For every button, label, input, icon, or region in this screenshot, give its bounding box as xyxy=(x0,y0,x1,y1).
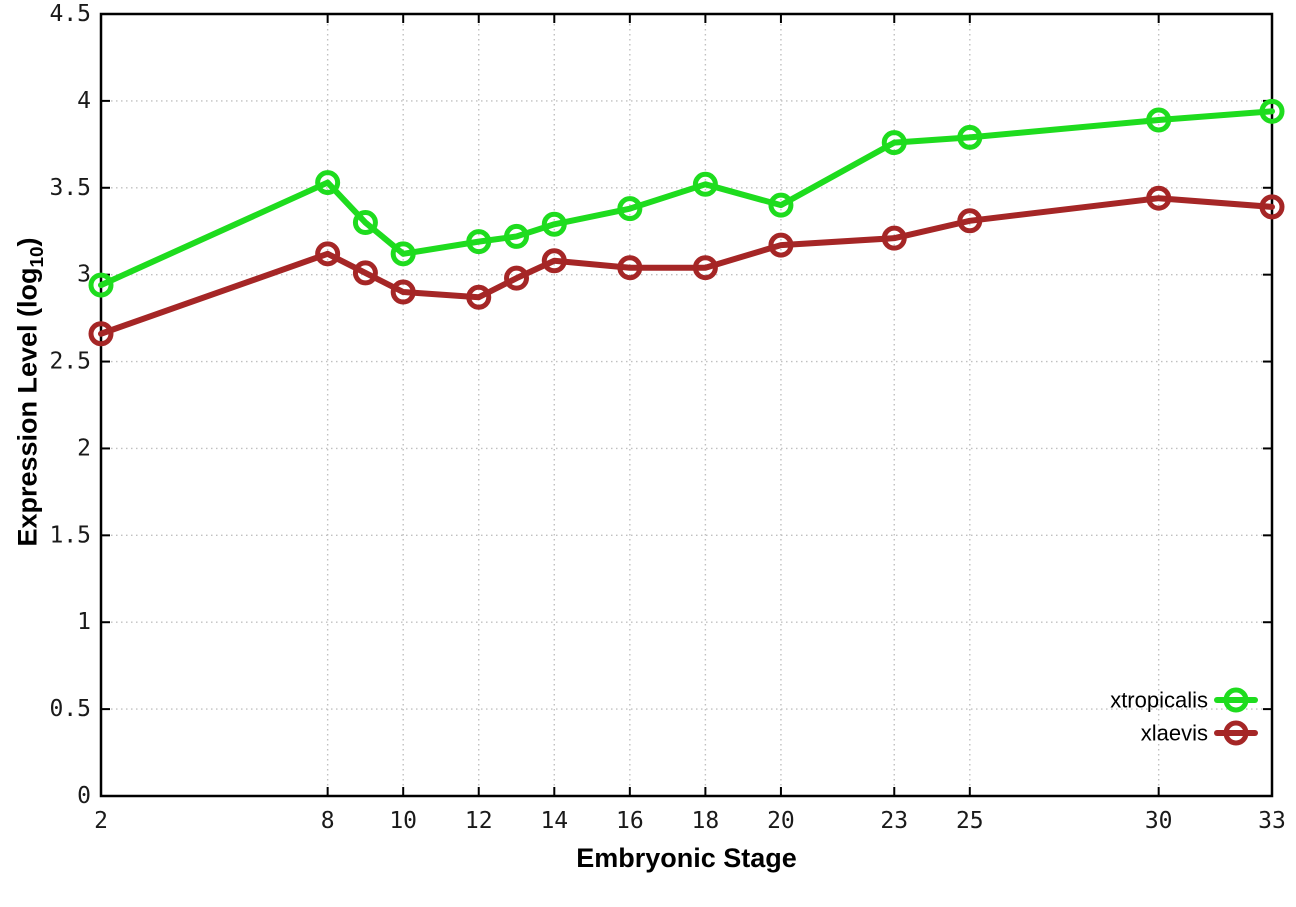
x-tick-label-30: 30 xyxy=(1145,808,1173,834)
data-point-xtropicalis-8 xyxy=(315,170,341,196)
y-tick-label-2: 2 xyxy=(77,435,91,461)
data-point-xlaevis-9 xyxy=(352,260,378,286)
y-tick-label-1.5: 1.5 xyxy=(49,522,91,548)
x-tick-label-23: 23 xyxy=(880,808,908,834)
legend-marker-xlaevis xyxy=(1223,720,1249,746)
y-axis-title-text: Expression Level (log xyxy=(12,267,43,547)
data-point-xlaevis-10 xyxy=(390,279,416,305)
y-tick-label-3: 3 xyxy=(77,262,91,288)
data-point-xlaevis-20 xyxy=(768,232,794,258)
x-tick-label-25: 25 xyxy=(956,808,984,834)
x-tick-label-2: 2 xyxy=(94,808,108,834)
y-tick-label-1: 1 xyxy=(77,609,91,635)
data-point-xlaevis-8 xyxy=(315,241,341,267)
x-tick-label-14: 14 xyxy=(540,808,568,834)
y-tick-label-0.5: 0.5 xyxy=(49,696,91,722)
data-point-xtropicalis-25 xyxy=(957,124,983,150)
data-point-xlaevis-30 xyxy=(1146,185,1172,211)
legend-label-xlaevis: xlaevis xyxy=(1141,721,1208,746)
data-point-xtropicalis-23 xyxy=(881,130,907,156)
legend-marker-xtropicalis xyxy=(1223,687,1249,713)
data-point-xlaevis-16 xyxy=(617,255,643,281)
x-tick-label-16: 16 xyxy=(616,808,644,834)
series-line-xtropicalis xyxy=(98,108,1275,289)
x-tick-label-12: 12 xyxy=(465,808,493,834)
x-tick-label-18: 18 xyxy=(692,808,720,834)
series-line-xlaevis xyxy=(98,195,1275,337)
data-point-xlaevis-23 xyxy=(881,225,907,251)
x-tick-label-10: 10 xyxy=(389,808,417,834)
data-point-xlaevis-13 xyxy=(504,265,530,291)
x-axis-title: Embryonic Stage xyxy=(576,843,797,873)
data-point-xtropicalis-12 xyxy=(466,229,492,255)
data-point-xlaevis-12 xyxy=(466,284,492,310)
x-tick-label-8: 8 xyxy=(321,808,335,834)
legend-label-xtropicalis: xtropicalis xyxy=(1110,688,1208,713)
data-point-xtropicalis-18 xyxy=(692,171,718,197)
plot-border xyxy=(99,12,1274,798)
y-tick-label-0: 0 xyxy=(77,783,91,809)
y-tick-label-3.5: 3.5 xyxy=(49,175,91,201)
data-point-xtropicalis-33 xyxy=(1259,98,1285,124)
x-tick-label-20: 20 xyxy=(767,808,795,834)
data-point-xtropicalis-14 xyxy=(541,211,567,237)
data-point-xlaevis-14 xyxy=(541,248,567,274)
data-point-xtropicalis-2 xyxy=(88,272,114,298)
y-axis-title-close: ) xyxy=(12,237,43,247)
data-point-xlaevis-25 xyxy=(957,208,983,234)
data-point-xlaevis-33 xyxy=(1259,194,1285,220)
y-tick-label-4.5: 4.5 xyxy=(49,1,91,27)
x-tick-label-33: 33 xyxy=(1258,808,1286,834)
data-point-xtropicalis-20 xyxy=(768,192,794,218)
data-point-xtropicalis-13 xyxy=(504,223,530,249)
data-point-xlaevis-2 xyxy=(88,321,114,347)
data-point-xtropicalis-10 xyxy=(390,241,416,267)
y-tick-label-4: 4 xyxy=(77,88,91,114)
data-point-xtropicalis-30 xyxy=(1146,107,1172,133)
data-point-xtropicalis-9 xyxy=(352,210,378,236)
data-point-xlaevis-18 xyxy=(692,255,718,281)
y-tick-label-2.5: 2.5 xyxy=(49,349,91,375)
y-axis-title-subscript: 10 xyxy=(26,246,48,268)
data-point-xtropicalis-16 xyxy=(617,196,643,222)
y-axis-title: Expression Level (log10) xyxy=(12,237,48,547)
